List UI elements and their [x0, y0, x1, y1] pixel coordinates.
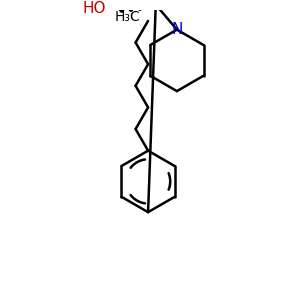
Text: HO: HO: [82, 1, 106, 16]
Text: H₃C: H₃C: [115, 10, 140, 24]
Text: N: N: [171, 22, 183, 37]
